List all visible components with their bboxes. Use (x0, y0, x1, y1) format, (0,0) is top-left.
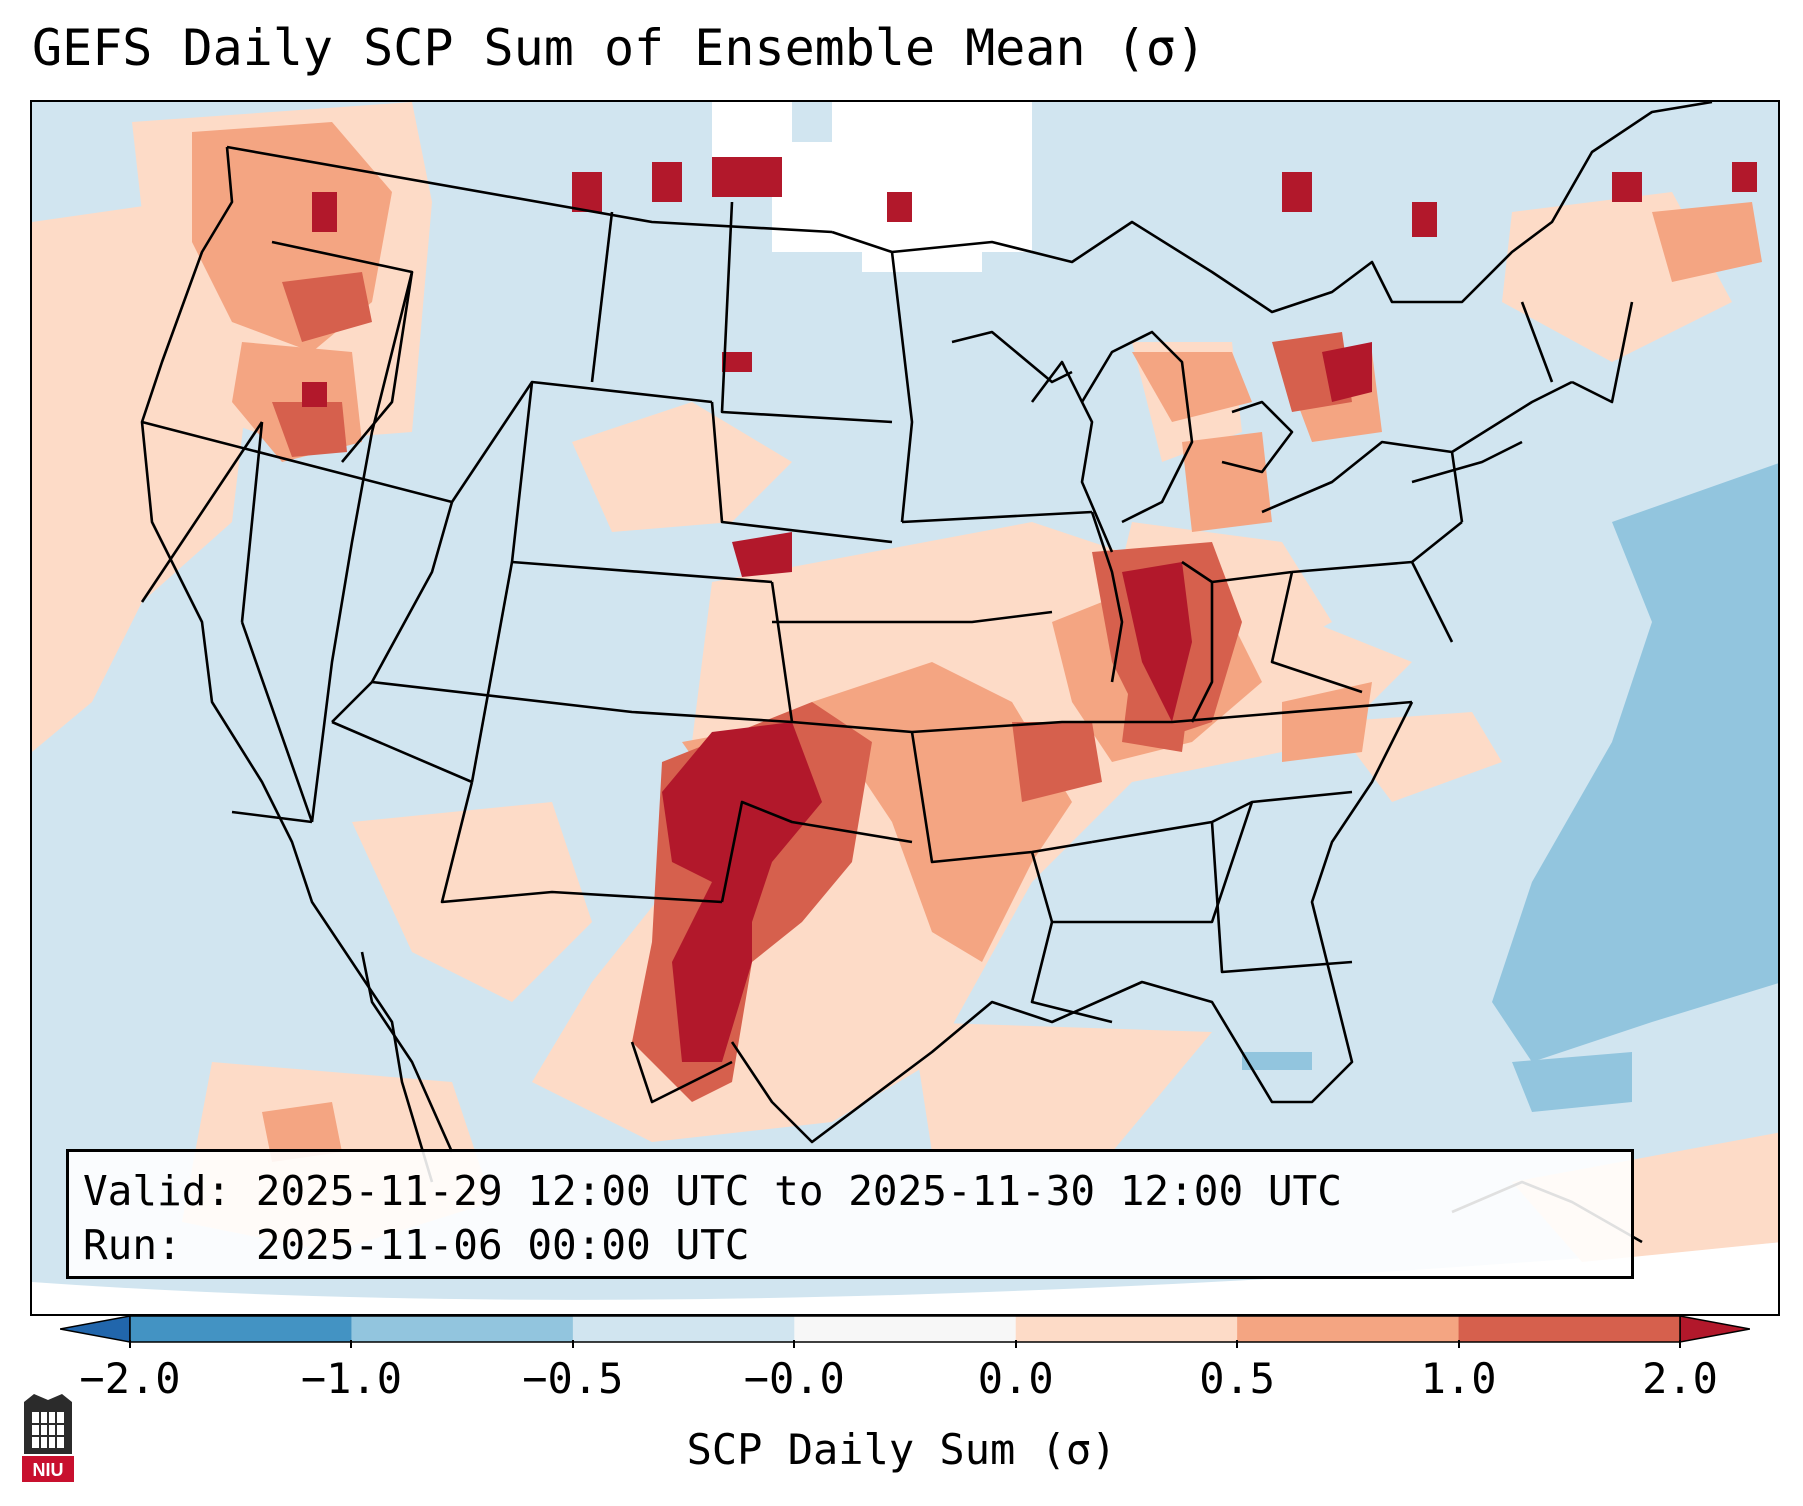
colorbar-outline (129, 1315, 1681, 1343)
colorbar-tick-label: 2.0 (1642, 1354, 1718, 1403)
colorbar-tick-label: 1.0 (1420, 1354, 1497, 1403)
colorbar-segment (1237, 1316, 1460, 1342)
colorbar-tick-label: −0.0 (743, 1354, 845, 1403)
colorbar-tick-mark (793, 1340, 796, 1348)
niu-logo-icon: NIU (22, 1394, 74, 1482)
valid-value: 2025-11-29 12:00 UTC to 2025-11-30 12:00… (255, 1167, 1342, 1215)
colorbar-tick-mark (129, 1340, 131, 1348)
valid-label: Valid: (83, 1167, 232, 1215)
missing-data-area (712, 102, 1032, 272)
valid-run-info-box: Valid: 2025-11-29 12:00 UTC to 2025-11-3… (66, 1149, 1634, 1279)
map-svg (32, 102, 1778, 1314)
colorbar-tick-label: 0.0 (977, 1354, 1054, 1403)
run-row: Run: 2025-11-06 00:00 UTC (83, 1218, 1631, 1272)
colorbar-under-extend (60, 1315, 131, 1343)
colorbar-ticks: −2.0 −1.0 −0.5 −0.0 0.0 0.5 1.0 2.0 (0, 1340, 1803, 1403)
projection-edge (32, 1242, 1778, 1314)
valid-row: Valid: 2025-11-29 12:00 UTC to 2025-11-3… (83, 1164, 1631, 1218)
colorbar-segment (351, 1316, 574, 1342)
colorbar-tick-mark (1236, 1340, 1239, 1348)
colorbar-segment (572, 1316, 795, 1342)
colorbar-tick-label: −2.0 (79, 1354, 181, 1403)
run-value: 2025-11-06 00:00 UTC (255, 1221, 750, 1269)
colorbar-tick-mark (1679, 1340, 1681, 1348)
colorbar-segment (1458, 1316, 1681, 1342)
colorbar-label: SCP Daily Sum (σ) (686, 1425, 1117, 1474)
colorbar-over-extend (1679, 1315, 1750, 1343)
state-boundaries (140, 102, 1713, 1244)
colorbar-segment (130, 1316, 352, 1342)
colorbar (60, 1315, 1750, 1343)
colorbar-tick-label: −0.5 (522, 1354, 624, 1403)
colorbar-tick-mark (1457, 1340, 1460, 1348)
max-positive-field (302, 157, 1757, 1062)
colorbar-tick-mark (350, 1340, 353, 1348)
logo-text: NIU (33, 1460, 64, 1480)
colorbar-tick-mark (571, 1340, 574, 1348)
colorbar-segment (794, 1316, 1017, 1342)
colorbar-tick-label: 0.5 (1199, 1354, 1276, 1403)
negative-field (1242, 463, 1778, 1112)
chart-title: GEFS Daily SCP Sum of Ensemble Mean (σ) (32, 19, 1206, 77)
colorbar-segment (1015, 1316, 1238, 1342)
colorbar-tick-label: −1.0 (300, 1354, 402, 1403)
run-label: Run: (83, 1221, 182, 1269)
colorbar-tick-mark (1014, 1340, 1017, 1348)
map-panel (30, 100, 1780, 1316)
